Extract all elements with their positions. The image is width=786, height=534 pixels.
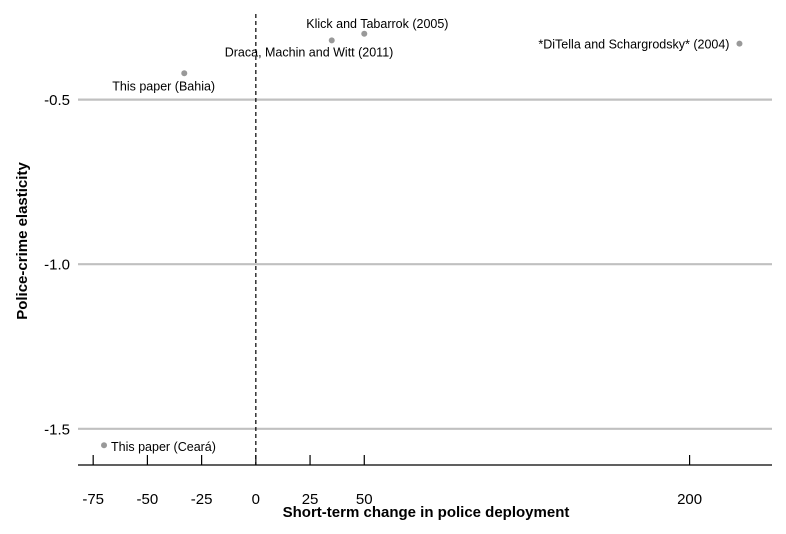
data-point-label: Draca, Machin and Witt (2011): [225, 45, 394, 59]
data-point: [101, 442, 108, 449]
data-point-label: This paper (Bahia): [112, 79, 215, 93]
x-tick-label: 0: [252, 491, 260, 508]
data-points: Klick and Tabarrok (2005) Draca, Machin a…: [101, 17, 743, 454]
y-tick-label: -1.5: [44, 421, 70, 438]
data-point: [181, 70, 188, 77]
data-point: [361, 30, 368, 37]
x-axis-title: Short-term change in police deployment: [283, 504, 570, 521]
x-axis: -75 -50 -25 0 25 50 200: [78, 455, 772, 508]
x-tick-label: -25: [191, 491, 213, 508]
x-tick-label: 25: [302, 491, 319, 508]
y-axis-title: Police-crime elasticity: [14, 162, 31, 320]
x-tick-label: -50: [137, 491, 159, 508]
y-axis-tick-labels: -0.5 -1.0 -1.5: [44, 92, 70, 438]
data-point: [736, 40, 743, 47]
x-tick-label: 50: [356, 491, 373, 508]
data-point: [328, 37, 335, 44]
x-tick-label: 200: [677, 491, 702, 508]
data-point-label: This paper (Ceará): [111, 440, 216, 454]
grid-lines: [78, 98, 772, 430]
data-point-label: Klick and Tabarrok (2005): [306, 17, 448, 31]
data-point-label: *DiTella and Schargrodsky* (2004): [538, 38, 729, 52]
y-tick-label: -1.0: [44, 257, 70, 274]
x-tick-label: -75: [82, 491, 104, 508]
y-tick-label: -0.5: [44, 92, 70, 109]
